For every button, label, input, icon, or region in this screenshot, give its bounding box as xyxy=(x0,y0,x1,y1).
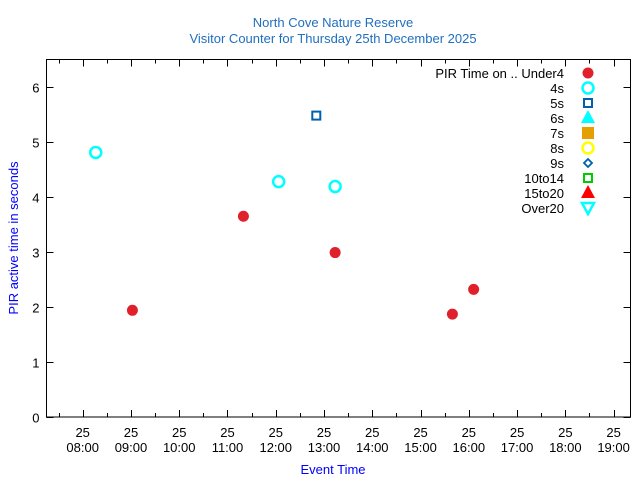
data-point-4s xyxy=(271,174,286,189)
legend-marker-icon xyxy=(581,185,595,198)
legend-label: 5s xyxy=(550,96,564,111)
y-tick-label: 4 xyxy=(32,191,39,206)
x-tick-day-label: 25 xyxy=(510,425,524,440)
chart-title-line1: North Cove Nature Reserve xyxy=(253,15,413,30)
y-axis-label: PIR active time in seconds xyxy=(6,161,21,315)
legend-label: 4s xyxy=(550,81,564,96)
x-tick-time-label: 14:00 xyxy=(356,440,389,455)
data-point-4s xyxy=(328,179,342,194)
legend-label: 15to20 xyxy=(524,186,564,201)
data-point-pir-time-on-under4 xyxy=(126,304,138,316)
legend-label: 10to14 xyxy=(524,171,564,186)
x-tick-day-label: 25 xyxy=(413,425,427,440)
data-point-pir-time-on-under4 xyxy=(468,283,480,295)
x-tick-day-label: 25 xyxy=(172,425,186,440)
x-axis-label: Event Time xyxy=(300,462,365,477)
x-tick-day-label: 25 xyxy=(365,425,379,440)
legend-marker-icon xyxy=(581,81,595,95)
x-tick-time-label: 17:00 xyxy=(501,440,534,455)
x-tick-time-label: 18:00 xyxy=(549,440,582,455)
legend-marker-icon xyxy=(582,127,594,139)
x-tick-time-label: 12:00 xyxy=(259,440,292,455)
chart-title-line2: Visitor Counter for Thursday 25th Decemb… xyxy=(189,31,476,46)
y-tick-label: 3 xyxy=(32,246,39,261)
data-point-pir-time-on-under4 xyxy=(446,308,458,320)
y-tick-label: 5 xyxy=(32,136,39,151)
x-tick-time-label: 10:00 xyxy=(163,440,196,455)
legend-label: 6s xyxy=(550,111,564,126)
x-tick-time-label: 08:00 xyxy=(66,440,99,455)
y-tick-label: 2 xyxy=(32,301,39,316)
x-tick-time-label: 19:00 xyxy=(597,440,630,455)
y-tick-label: 1 xyxy=(32,356,39,371)
legend-marker-icon xyxy=(579,201,597,217)
x-tick-time-label: 15:00 xyxy=(404,440,437,455)
legend-marker-icon xyxy=(581,110,595,123)
legend-marker-icon xyxy=(582,67,594,79)
x-tick-day-label: 25 xyxy=(269,425,283,440)
x-tick-day-label: 25 xyxy=(220,425,234,440)
data-point-4s xyxy=(88,145,103,160)
legend-marker-icon xyxy=(582,157,594,169)
x-tick-day-label: 25 xyxy=(558,425,572,440)
data-point-5s xyxy=(311,110,322,121)
data-point-pir-time-on-under4 xyxy=(329,247,341,259)
legend-label: Over20 xyxy=(521,201,564,216)
legend-label: PIR Time on .. Under4 xyxy=(435,66,564,81)
x-tick-day-label: 25 xyxy=(75,425,89,440)
legend-label: 8s xyxy=(550,141,564,156)
x-tick-time-label: 16:00 xyxy=(453,440,486,455)
plot-area-border xyxy=(46,59,631,418)
x-tick-time-label: 11:00 xyxy=(212,440,244,455)
y-tick-label: 0 xyxy=(32,411,39,426)
x-tick-time-label: 09:00 xyxy=(115,440,148,455)
x-tick-day-label: 25 xyxy=(124,425,138,440)
axis-ticks: 01234562508:002509:002510:002511:002512:… xyxy=(32,59,631,455)
y-tick-label: 6 xyxy=(32,81,39,96)
x-tick-day-label: 25 xyxy=(317,425,331,440)
x-tick-day-label: 25 xyxy=(462,425,476,440)
data-point-pir-time-on-under4 xyxy=(237,210,249,222)
data-points xyxy=(88,110,480,320)
legend-marker-icon xyxy=(583,98,593,108)
x-tick-day-label: 25 xyxy=(606,425,620,440)
legend-marker-icon xyxy=(583,173,593,183)
x-tick-time-label: 13:00 xyxy=(308,440,341,455)
legend: PIR Time on .. Under44s5s6s7s8s9s10to141… xyxy=(435,66,597,217)
legend-label: 7s xyxy=(550,126,564,141)
legend-marker-icon xyxy=(581,141,595,155)
legend-label: 9s xyxy=(550,156,564,171)
